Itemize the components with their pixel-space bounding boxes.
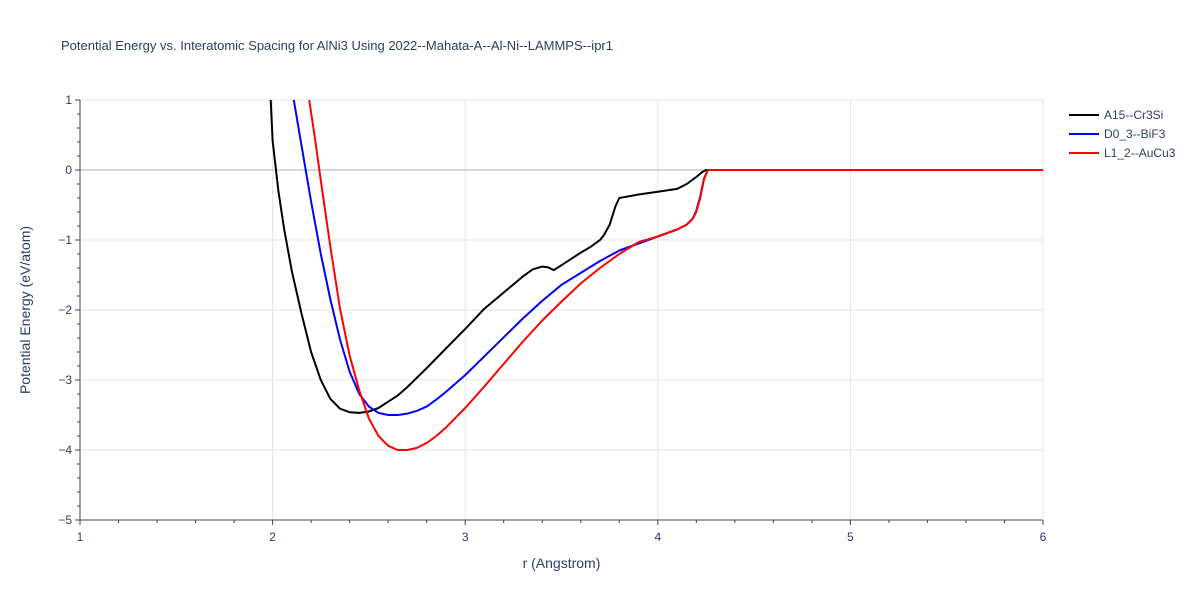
series-line-l1-2-aucu3 xyxy=(308,100,1043,451)
y-tick-labels: −5 −4 −3 −2 −1 0 1 xyxy=(58,93,72,527)
series-line-d0-3-bif3 xyxy=(292,100,1043,416)
y-tick-label: −5 xyxy=(58,513,72,527)
y-tick-label: −1 xyxy=(58,233,72,247)
x-axis-title: r (Angstrom) xyxy=(523,555,601,571)
plot-area xyxy=(269,100,1043,451)
x-tick-label: 1 xyxy=(77,530,84,544)
y-tick-label: −3 xyxy=(58,373,72,387)
legend-item[interactable]: D0_3--BiF3 xyxy=(1069,127,1166,141)
chart-title: Potential Energy vs. Interatomic Spacing… xyxy=(61,38,613,53)
y-tick-label: 0 xyxy=(65,163,72,177)
legend-label: L1_2--AuCu3 xyxy=(1104,146,1176,160)
y-axis-title: Potential Energy (eV/atom) xyxy=(17,226,33,394)
y-tick-label: −2 xyxy=(58,303,72,317)
legend-item[interactable]: L1_2--AuCu3 xyxy=(1069,146,1176,160)
x-tick-labels: 1 2 3 4 5 6 xyxy=(77,530,1047,544)
axes xyxy=(75,99,1044,525)
x-tick-label: 4 xyxy=(654,530,661,544)
legend-label: A15--Cr3Si xyxy=(1104,108,1163,122)
x-tick-label: 3 xyxy=(462,530,469,544)
x-tick-label: 6 xyxy=(1040,530,1047,544)
grid xyxy=(80,99,1044,520)
legend-item[interactable]: A15--Cr3Si xyxy=(1069,108,1163,122)
series-line-a15-cr3si xyxy=(269,100,1043,414)
legend[interactable]: A15--Cr3Si D0_3--BiF3 L1_2--AuCu3 xyxy=(1069,108,1176,160)
legend-label: D0_3--BiF3 xyxy=(1104,127,1166,141)
x-tick-label: 5 xyxy=(847,530,854,544)
y-tick-label: −4 xyxy=(58,443,72,457)
y-tick-label: 1 xyxy=(65,93,72,107)
x-tick-label: 2 xyxy=(269,530,276,544)
